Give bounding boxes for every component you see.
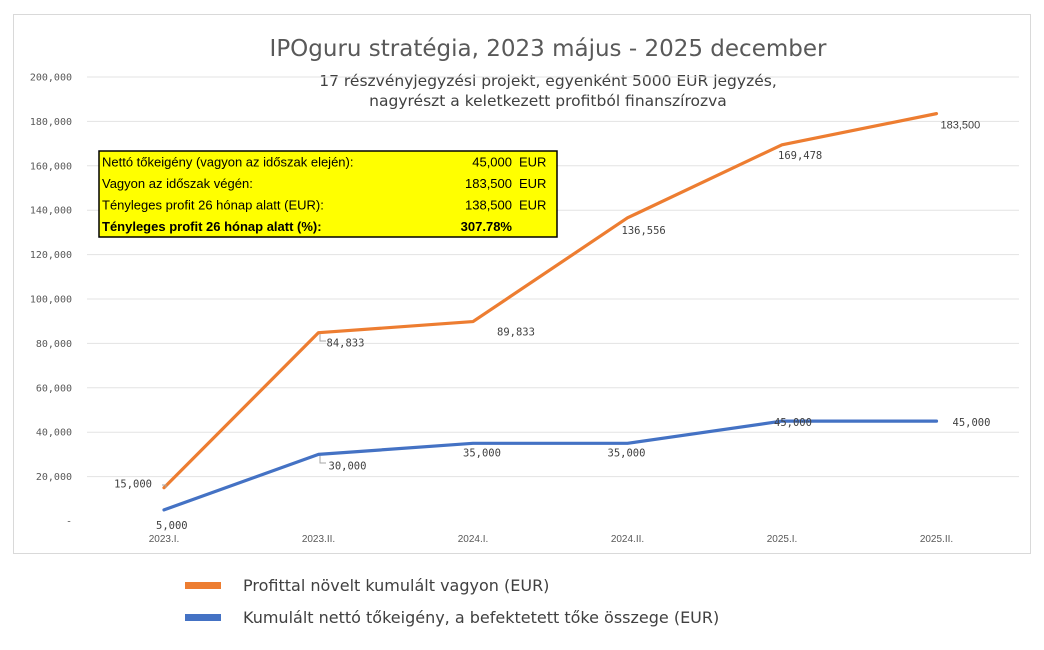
leader-line-2 <box>319 456 326 464</box>
y-tick-label-8: 160,000 <box>30 161 72 172</box>
x-axis-ticks: 2023.I. 2023.II. 2024.I. 2024.II. 2025.I. 202… <box>149 534 953 545</box>
y-tick-label-7: 140,000 <box>30 206 72 217</box>
chart-subtitle-line-1: 17 részvényjegyzési projekt, egyenként 5… <box>319 72 777 90</box>
chart-subtitle-line-2: nagyrészt a keletkezett profitból finans… <box>369 92 727 110</box>
y-tick-label-2: 40,000 <box>36 428 72 439</box>
leader-line-1 <box>319 334 326 342</box>
summary-label-2: Tényleges profit 26 hónap alatt (EUR): <box>102 198 324 213</box>
data-label-s1-0: 5,000 <box>156 520 188 532</box>
summary-unit-0: EUR <box>519 155 546 170</box>
chart-svg: IPOguru stratégia, 2023 május - 2025 dec… <box>30 36 1019 545</box>
data-label-s1-2: 35,000 <box>463 447 501 459</box>
x-tick-label-4: 2025.I. <box>767 534 798 545</box>
data-label-s0-4: 169,478 <box>778 150 822 162</box>
data-label-s1-1: 30,000 <box>329 460 367 472</box>
grid-layer <box>87 76 1019 478</box>
legend: Profittal növelt kumulált vagyon (EUR) K… <box>185 572 719 636</box>
chart-title: IPOguru stratégia, 2023 május - 2025 dec… <box>270 36 827 62</box>
summary-background <box>98 150 558 238</box>
x-tick-label-3: 2024.II. <box>611 534 644 545</box>
summary-label-1: Vagyon az időszak végén: <box>102 176 253 191</box>
y-tick-label-4: 80,000 <box>36 339 72 350</box>
data-label-s1-3: 35,000 <box>608 447 646 459</box>
series-line-1 <box>162 419 939 512</box>
legend-item-wealth: Profittal növelt kumulált vagyon (EUR) <box>185 572 719 598</box>
summary-label-0: Nettó tőkeigény (vagyon az időszak elejé… <box>102 155 353 170</box>
chart-frame: IPOguru stratégia, 2023 május - 2025 dec… <box>13 14 1031 554</box>
y-tick-label-0: - <box>66 517 72 528</box>
series-line-0 <box>162 112 939 490</box>
x-tick-label-5: 2025.II. <box>920 534 953 545</box>
y-axis-ticks: - 20,000 40,000 60,000 80,000 100,000 120,000 1… <box>30 73 72 528</box>
data-label-s1-4: 45,000 <box>774 417 812 429</box>
summary-value-2: 138,500 <box>465 198 512 213</box>
y-tick-label-6: 120,000 <box>30 250 72 261</box>
legend-swatch-wealth <box>185 581 221 589</box>
data-label-s0-2: 89,833 <box>497 327 535 339</box>
legend-swatch-capital <box>185 613 221 621</box>
summary-table: Nettó tőkeigény (vagyon az időszak elejé… <box>98 150 558 238</box>
y-tick-label-9: 180,000 <box>30 117 72 128</box>
data-label-layer: 15,000 84,833 89,833 136,556 169,478 183,500 5… <box>114 120 990 532</box>
series-layer <box>162 112 939 512</box>
data-label-s0-0: 15,000 <box>114 479 152 491</box>
x-tick-label-2: 2024.I. <box>458 534 489 545</box>
y-tick-label-3: 60,000 <box>36 383 72 394</box>
x-tick-label-0: 2023.I. <box>149 534 180 545</box>
summary-unit-2: EUR <box>519 198 546 213</box>
legend-item-capital: Kumulált nettó tőkeigény, a befektetett … <box>185 604 719 630</box>
summary-label-3: Tényleges profit 26 hónap alatt (%): <box>102 219 322 234</box>
data-label-s0-1: 84,833 <box>327 338 365 350</box>
legend-label-capital: Kumulált nettó tőkeigény, a befektetett … <box>243 607 720 627</box>
legend-label-wealth: Profittal növelt kumulált vagyon (EUR) <box>243 575 550 595</box>
leader-line-0 <box>162 484 167 488</box>
y-tick-label-1: 20,000 <box>36 472 72 483</box>
summary-value-1: 183,500 <box>465 176 512 191</box>
summary-value-0: 45,000 <box>472 155 512 170</box>
data-label-s0-3: 136,556 <box>622 225 666 237</box>
summary-value-3: 307.78% <box>461 219 513 234</box>
y-tick-label-10: 200,000 <box>30 73 72 84</box>
summary-unit-1: EUR <box>519 176 546 191</box>
data-label-s0-5: 183,500 <box>941 120 981 132</box>
y-tick-label-5: 100,000 <box>30 295 72 306</box>
x-tick-label-1: 2023.II. <box>302 534 335 545</box>
data-label-s1-5: 45,000 <box>953 417 991 429</box>
